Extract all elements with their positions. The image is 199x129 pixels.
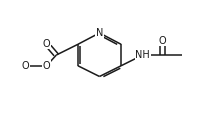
Text: N: N	[96, 28, 103, 38]
Text: O: O	[158, 35, 166, 46]
Text: O: O	[43, 39, 50, 49]
Text: NH: NH	[135, 50, 150, 60]
Text: O: O	[21, 61, 29, 71]
Text: O: O	[43, 61, 50, 71]
